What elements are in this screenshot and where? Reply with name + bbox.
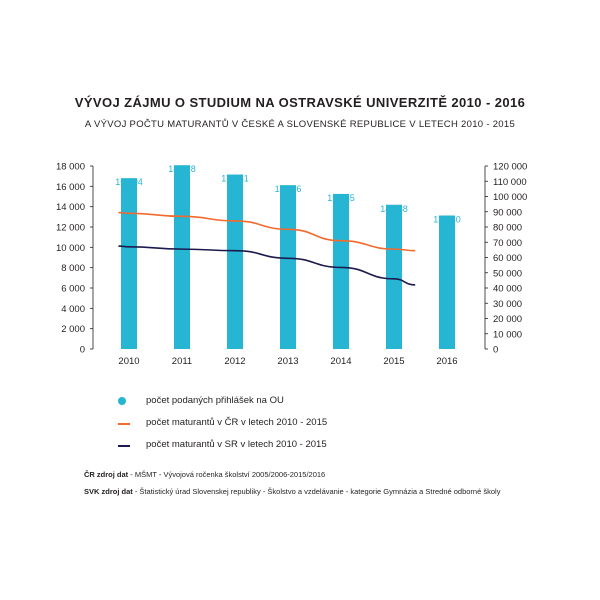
bar (439, 215, 455, 349)
left-tick-label: 0 (80, 345, 85, 356)
legend-item-bars: počet podaných přihlášek na OU (118, 390, 327, 412)
x-tick-label: 2016 (436, 356, 457, 367)
left-axis: 0 2 000 4 000 6 000 8 000 10 000 12 000 14 000 1… (56, 162, 94, 356)
left-tick-label: 18 000 (56, 162, 85, 173)
left-tick-label: 14 000 (56, 202, 85, 213)
legend-label-cr: počet maturantů v ČR v letech 2010 - 201… (146, 417, 328, 428)
bar (227, 174, 243, 349)
bar (333, 193, 349, 349)
source-svk: SVK zdroj dat - Štatistický úrad Slovens… (84, 487, 501, 496)
x-tick-label: 2010 (118, 356, 139, 367)
bar-data-label: 14 188 (380, 204, 408, 214)
left-tick-label: 16 000 (56, 182, 85, 193)
right-tick-label: 120 000 (493, 162, 527, 173)
left-tick-label: 8 000 (61, 263, 85, 274)
right-tick-label: 80 000 (493, 223, 522, 234)
right-tick-label: 100 000 (493, 192, 527, 203)
chart-subtitle: A VÝVOJ POČTU MATURANTŮ V ČESKÉ A SLOVEN… (84, 119, 516, 130)
x-tick-label: 2014 (330, 356, 351, 367)
left-tick-label: 12 000 (56, 223, 85, 234)
bar-data-label: 16 116 (275, 184, 302, 194)
series-line-1 (118, 245, 416, 286)
sources: ČR zdroj dat - MŠMT - Vývojová ročenka š… (84, 466, 500, 500)
right-tick-label: 60 000 (493, 253, 522, 264)
x-tick-label: 2013 (277, 356, 298, 367)
legend-label-sr: počet maturantů v SR v letech 2010 - 201… (146, 439, 327, 450)
bar-data-label: 17 161 (221, 174, 249, 184)
right-tick-label: 30 000 (493, 299, 522, 310)
chart-title: VÝVOJ ZÁJMU O STUDIUM NA OSTRAVSKÉ UNIVE… (74, 95, 526, 110)
bar-data-label: 18 078 (168, 164, 196, 174)
right-axis: 0 10 000 20 000 30 000 40 000 50 000 60 000 70 … (484, 162, 527, 356)
x-tick-label: 2015 (383, 356, 404, 367)
series-line-0 (118, 211, 416, 252)
bar (121, 178, 137, 349)
left-tick-label: 6 000 (61, 284, 85, 295)
right-tick-label: 40 000 (493, 284, 522, 295)
source-cr: ČR zdroj dat - MŠMT - Vývojová ročenka š… (84, 470, 326, 479)
left-tick-label: 2 000 (61, 324, 85, 335)
legend-swatch-bars (118, 397, 126, 405)
left-tick-label: 10 000 (56, 243, 85, 254)
right-tick-label: 70 000 (493, 238, 522, 249)
bar-data-label: 15 255 (327, 193, 355, 203)
x-tick-label: 2012 (224, 356, 245, 367)
bar (174, 165, 190, 349)
line-series (118, 211, 416, 286)
legend: počet podaných přihlášek na OU počet mat… (118, 390, 327, 456)
bar-data-label: 16 804 (115, 177, 143, 187)
bar-series: 16 804 18 078 17 161 16 116 15 255 14 188 13 1… (115, 164, 461, 349)
right-tick-label: 20 000 (493, 314, 522, 325)
bar (280, 185, 296, 349)
x-tick-label: 2011 (172, 356, 192, 367)
right-tick-label: 0 (493, 345, 498, 356)
bar-data-label: 13 130 (433, 215, 461, 225)
legend-label-bars: počet podaných přihlášek na OU (146, 395, 284, 406)
right-tick-label: 110 000 (493, 177, 527, 188)
x-axis: 2010 2011 2012 2013 2014 2015 2016 (118, 356, 457, 367)
legend-item-cr: počet maturantů v ČR v letech 2010 - 201… (118, 412, 327, 434)
bar (386, 204, 402, 349)
legend-swatch-sr (118, 445, 130, 447)
right-tick-label: 50 000 (493, 268, 522, 279)
left-tick-label: 4 000 (61, 304, 85, 315)
right-tick-label: 10 000 (493, 329, 522, 340)
legend-item-sr: počet maturantů v SR v letech 2010 - 201… (118, 434, 327, 456)
legend-swatch-cr (118, 423, 130, 425)
right-tick-label: 90 000 (493, 207, 522, 218)
